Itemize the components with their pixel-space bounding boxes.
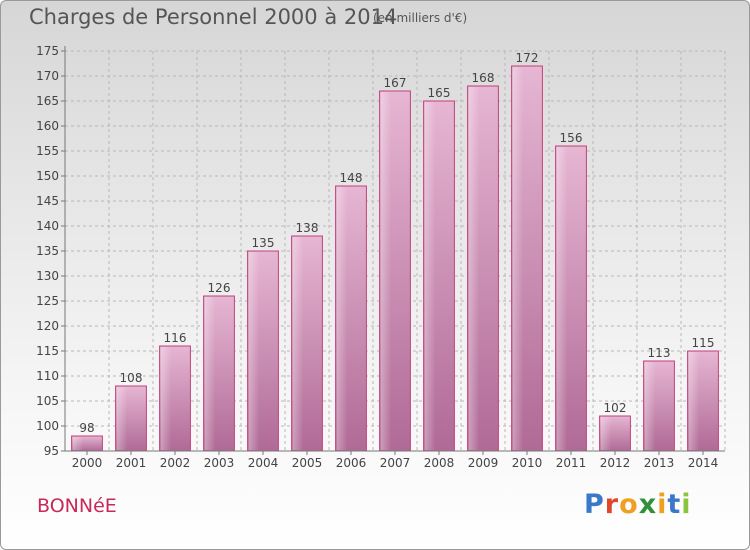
bar-value-label: 116 <box>164 331 187 345</box>
x-tick-label: 2014 <box>688 456 719 470</box>
bar-highlight <box>644 362 656 450</box>
town-name: BONNéE <box>37 495 117 517</box>
logo-letter: x <box>638 489 658 520</box>
bar-value-label: 168 <box>472 71 495 85</box>
y-tick-label: 135 <box>36 244 59 258</box>
bar-highlight <box>556 147 568 450</box>
y-tick-label: 170 <box>36 69 59 83</box>
logo-letter: o <box>619 489 639 520</box>
bar-highlight <box>688 352 700 450</box>
bar-highlight <box>468 87 480 450</box>
logo-letter: r <box>604 489 620 520</box>
bar-highlight <box>292 237 304 450</box>
y-tick-label: 100 <box>36 419 59 433</box>
y-tick-label: 95 <box>44 444 59 458</box>
chart-subtitle: (en milliers d'€) <box>373 11 468 25</box>
x-tick-label: 2000 <box>72 456 103 470</box>
y-tick-label: 110 <box>36 369 59 383</box>
bar-value-label: 113 <box>648 346 671 360</box>
x-tick-label: 2007 <box>380 456 411 470</box>
bar-value-label: 135 <box>252 236 275 250</box>
logo-letter: i <box>657 489 668 520</box>
bar-value-label: 138 <box>296 221 319 235</box>
y-tick-label: 150 <box>36 169 59 183</box>
y-tick-label: 125 <box>36 294 59 308</box>
y-tick-label: 175 <box>36 44 59 58</box>
labels: 95 100 105 110 115 120 125 130 135 140 145 150 155 16… <box>36 44 718 470</box>
bar-highlight <box>512 67 524 450</box>
bar-value-label: 156 <box>560 131 583 145</box>
y-tick-label: 130 <box>36 269 59 283</box>
logo-letter: i <box>681 489 692 520</box>
bar-highlight <box>160 347 172 450</box>
bar-value-label: 172 <box>516 51 539 65</box>
bar-value-label: 98 <box>79 421 94 435</box>
logo-letter: P <box>584 489 605 520</box>
logo-letter: t <box>667 489 682 520</box>
x-tick-label: 2001 <box>116 456 147 470</box>
y-tick-label: 160 <box>36 119 59 133</box>
bar-value-label: 126 <box>208 281 231 295</box>
y-tick-label: 145 <box>36 194 59 208</box>
proxiti-logo[interactable]: Proxiti <box>584 489 692 520</box>
x-tick-label: 2005 <box>292 456 323 470</box>
chart-title: Charges de Personnel 2000 à 2014 <box>29 5 398 29</box>
bar-value-label: 108 <box>120 371 143 385</box>
bar-highlight <box>336 187 348 450</box>
bar-highlight <box>424 102 436 450</box>
bar-highlight <box>380 92 392 450</box>
x-tick-label: 2009 <box>468 456 499 470</box>
x-tick-label: 2004 <box>248 456 279 470</box>
y-tick-label: 105 <box>36 394 59 408</box>
bar-highlight <box>248 252 260 450</box>
x-tick-label: 2002 <box>160 456 191 470</box>
x-tick-label: 2008 <box>424 456 455 470</box>
x-tick-label: 2003 <box>204 456 235 470</box>
bars <box>71 65 719 452</box>
bar-value-label: 115 <box>692 336 715 350</box>
x-tick-label: 2010 <box>512 456 543 470</box>
bar-value-label: 102 <box>604 401 627 415</box>
bar-highlight <box>72 437 84 450</box>
bar-value-label: 148 <box>340 171 363 185</box>
x-tick-label: 2006 <box>336 456 367 470</box>
x-tick-label: 2012 <box>600 456 631 470</box>
y-tick-label: 155 <box>36 144 59 158</box>
bar-highlight <box>600 417 612 450</box>
bar-value-label: 165 <box>428 86 451 100</box>
y-tick-label: 120 <box>36 319 59 333</box>
y-tick-label: 140 <box>36 219 59 233</box>
bar-highlight <box>116 387 128 450</box>
y-tick-label: 165 <box>36 94 59 108</box>
axes <box>61 46 725 455</box>
bar-highlight <box>204 297 216 450</box>
bar-value-label: 167 <box>384 76 407 90</box>
x-tick-label: 2011 <box>556 456 587 470</box>
y-tick-label: 115 <box>36 344 59 358</box>
x-tick-label: 2013 <box>644 456 675 470</box>
